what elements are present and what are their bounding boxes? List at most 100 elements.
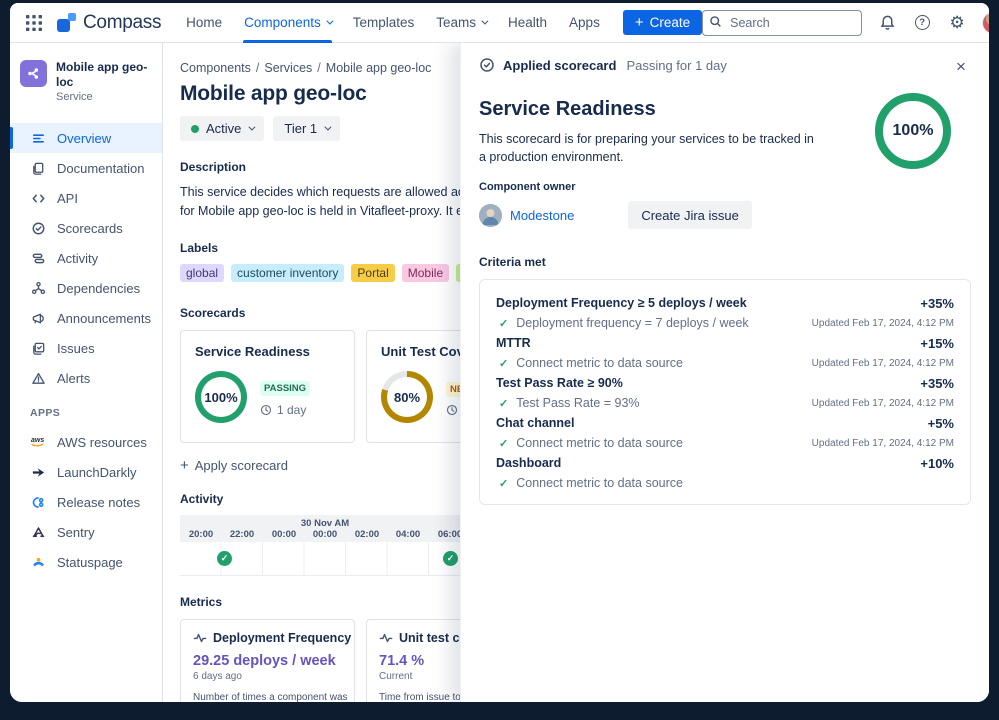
search-icon [710, 15, 721, 27]
criterion-updated: Updated Feb 17, 2024, 4:12 PM [811, 397, 954, 409]
sidebar-item-statuspage[interactable]: Statuspage [10, 547, 162, 577]
check-icon [499, 397, 508, 410]
chevron-down-icon [481, 17, 489, 25]
help-icon[interactable] [912, 13, 932, 33]
user-avatar[interactable] [982, 11, 989, 34]
pulse-icon [379, 633, 393, 643]
breadcrumb: Components Services Mobile app geo-loc [180, 61, 989, 75]
metric-description: Time from issue to first deployment base… [379, 692, 480, 702]
description-heading: Description [180, 160, 247, 174]
compass-wordmark: Compass [83, 11, 162, 33]
criterion-row: Test Pass Rate ≥ 90% +35% [496, 373, 954, 393]
timeline-tick: 20:00 [188, 529, 214, 540]
owner-label: Component owner [479, 181, 576, 193]
sidebar-item-activity[interactable]: Activity [10, 243, 162, 273]
breadcrumb-item-services[interactable]: Services [264, 61, 313, 75]
nav-item-home[interactable]: Home [186, 15, 223, 30]
component-header: Mobile app geo-loc Service [10, 60, 162, 103]
apps-section-label: APPS [30, 407, 61, 419]
owner-avatar[interactable] [479, 203, 502, 227]
scorecard-age: 1 day [277, 402, 307, 417]
nav-item-templates[interactable]: Templates [352, 15, 415, 30]
timeline-date-label: 30 Nov AM [300, 518, 350, 529]
label-chip[interactable]: customer inventory [231, 264, 345, 282]
label-chip[interactable]: Mobile [401, 264, 450, 282]
sidebar-item-aws-resources[interactable]: aws AWS resources [31, 434, 147, 450]
sidebar-item-release-notes[interactable]: Release notes [10, 487, 162, 517]
search-wrap [702, 9, 863, 36]
sidebar-item-api[interactable]: API [10, 183, 162, 213]
chevron-down-icon [324, 123, 332, 131]
timeline-tick: 00:00 [312, 529, 338, 540]
check-icon [499, 317, 508, 330]
create-button[interactable]: Create [622, 10, 703, 35]
scorecard-icon [30, 220, 46, 236]
issues-icon [30, 340, 46, 356]
sidebar-item-alerts[interactable]: Alerts [10, 363, 162, 393]
criteria-heading: Criteria met [479, 255, 546, 269]
plus-icon [180, 458, 189, 473]
breadcrumb-item-components[interactable]: Components [180, 61, 251, 75]
timeline-tick: 06:00 [437, 529, 463, 540]
sidebar-item-dependencies[interactable]: Dependencies [10, 273, 162, 303]
criterion-check-text: Connect metric to data source [516, 476, 683, 490]
compass-logo[interactable]: Compass [57, 12, 161, 34]
criterion-row: Dashboard +10% [496, 453, 954, 473]
label-chip[interactable]: global [180, 264, 225, 282]
score-value: 80% [393, 389, 421, 405]
criterion-row: MTTR +15% [496, 333, 954, 353]
score-value: 100% [204, 389, 238, 405]
app-switcher-icon[interactable] [24, 13, 44, 33]
activity-check-icon[interactable] [443, 551, 458, 566]
component-name: Mobile app geo-loc [56, 60, 148, 89]
activity-heading: Activity [180, 492, 224, 506]
sidebar-item-launchdarkly[interactable]: LaunchDarkly [10, 457, 162, 487]
owner-link[interactable]: Modestone [510, 207, 575, 223]
timeline-header: 30 Nov AM 20:00 22:00 00:00 00:00 02:00 … [180, 515, 470, 542]
breadcrumb-separator [317, 61, 320, 75]
metric-card-deployment-frequency[interactable]: Deployment Frequency 29.25 deploys / wee… [180, 619, 355, 702]
overview-icon [30, 130, 46, 146]
chevron-down-icon [248, 123, 256, 131]
nav-item-apps[interactable]: Apps [569, 15, 600, 30]
check-icon [499, 357, 508, 370]
nav-item-components[interactable]: Components [233, 3, 342, 43]
sentry-icon [30, 524, 46, 540]
sidebar-item-documentation[interactable]: Documentation [10, 153, 162, 183]
metric-value: 71.4 % [379, 653, 425, 669]
tier-dropdown[interactable]: Tier 1 [273, 116, 341, 141]
criterion-weight: +15% [920, 335, 954, 351]
sidebar-item-announcements[interactable]: Announcements [10, 303, 162, 333]
close-icon[interactable] [949, 55, 973, 79]
create-jira-issue-button[interactable]: Create Jira issue [628, 201, 752, 229]
activity-timeline[interactable]: 30 Nov AM 20:00 22:00 00:00 00:00 02:00 … [180, 515, 470, 576]
settings-gear-icon[interactable] [947, 13, 967, 33]
label-chip[interactable]: Portal [351, 264, 395, 282]
clock-icon [260, 404, 272, 415]
criteria-card: Deployment Frequency ≥ 5 deploys / week … [479, 279, 971, 505]
criterion-detail-row: Test Pass Rate = 93% Updated Feb 17, 202… [496, 393, 954, 413]
description-text: This service decides which requests are … [180, 185, 525, 218]
criterion-updated: Updated Feb 17, 2024, 4:12 PM [811, 317, 954, 329]
primary-nav: Home Components Templates Teams Health A… [175, 3, 611, 43]
plus-icon [635, 15, 644, 30]
apply-scorecard-button[interactable]: Apply scorecard [180, 458, 989, 473]
metric-title: Deployment Frequency [213, 631, 352, 645]
sidebar-item-issues[interactable]: Issues [10, 333, 162, 363]
sidebar-item-scorecards[interactable]: Scorecards [10, 213, 162, 243]
status-dropdown[interactable]: Active [180, 116, 265, 141]
score-ring: 100% [195, 371, 247, 423]
sidebar-item-overview[interactable]: Overview [10, 123, 162, 153]
document-icon [30, 160, 46, 176]
nav-item-teams[interactable]: Teams [425, 3, 497, 43]
search-input[interactable] [702, 9, 863, 36]
metric-when: Current [379, 671, 413, 682]
nav-item-health[interactable]: Health [508, 15, 548, 30]
sidebar-item-sentry[interactable]: Sentry [10, 517, 162, 547]
activity-check-icon[interactable] [217, 551, 232, 566]
scorecard-card-service-readiness[interactable]: Service Readiness 100% PASSING 1 day [180, 330, 355, 443]
criterion-detail-row: Connect metric to data source [496, 473, 954, 493]
criterion-detail-row: Deployment frequency = 7 deploys / week … [496, 313, 954, 333]
dependencies-icon [30, 280, 46, 296]
notifications-bell-icon[interactable] [877, 13, 897, 33]
